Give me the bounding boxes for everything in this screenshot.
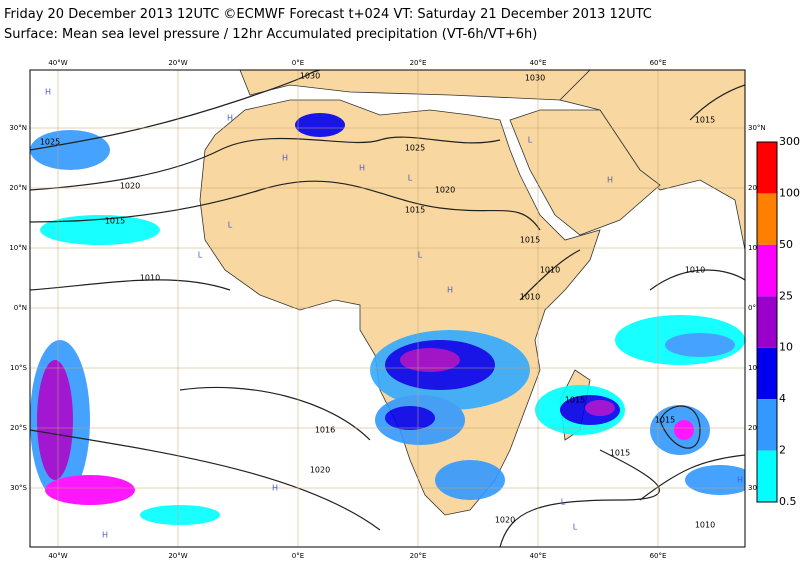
latitude-label-left: 10°N [9, 244, 27, 252]
longitude-label-top: 20°E [410, 59, 427, 67]
latitude-label-left: 30°S [10, 484, 27, 492]
isobar-label: 1016 [315, 426, 335, 435]
latitude-label-left: 20°N [9, 184, 27, 192]
isobar-label: 1010 [540, 266, 560, 275]
isobar-label: 1020 [495, 516, 515, 525]
pressure-centre: H [359, 164, 365, 173]
longitude-label-bottom: 40°W [48, 552, 67, 560]
isobar-label: 1015 [520, 236, 540, 245]
graticule [30, 70, 745, 547]
pressure-centre: L [561, 498, 566, 507]
isobar-label: 1030 [525, 74, 545, 83]
longitude-label-bottom: 20°E [410, 552, 427, 560]
isobar-label: 1015 [405, 206, 425, 215]
isobars [30, 70, 745, 547]
colorbar-label: 100 [779, 186, 800, 199]
pressure-centre: L [418, 251, 423, 260]
precipitation [30, 113, 745, 525]
colorbar-label: 25 [779, 289, 793, 302]
pressure-centre: L [228, 221, 233, 230]
longitude-label-top: 0°E [292, 59, 304, 67]
colorbar-frame [756, 141, 778, 503]
colorbar-segment [757, 399, 777, 451]
map-area: 1030 1030 1025 1020 1015 1010 1025 1020 1015 1015… [30, 70, 745, 547]
pressure-centre: H [227, 114, 233, 123]
map-frame [29, 69, 746, 548]
colorbar-label: 0.5 [779, 495, 797, 508]
latitude-label-right: 0°N [748, 304, 761, 312]
africa [199, 99, 601, 516]
colorbar-segment [757, 193, 777, 245]
longitude-label-top: 60°E [650, 59, 667, 67]
title-line-1: Friday 20 December 2013 12UTC ©ECMWF For… [4, 7, 652, 22]
isobar-label: 1015 [695, 116, 715, 125]
colorbar-label: 4 [779, 392, 786, 405]
isobar-labels: 1030 1030 1025 1020 1015 1010 1025 1020 1015 1015… [40, 72, 715, 530]
pressure-centre: L [528, 136, 533, 145]
latitude-label-right: 30°N [748, 124, 766, 132]
colorbar-segment [757, 450, 777, 502]
isobar-label: 1010 [140, 274, 160, 283]
arabia [509, 109, 661, 236]
pressure-centre: H [282, 154, 288, 163]
isobar-label: 1015 [655, 416, 675, 425]
longitude-label-bottom: 40°E [530, 552, 547, 560]
axes: 40°W 40°W 20°W 20°W 0°E 0°E 20°E 20°E 40°E 40°E 60… [9, 59, 765, 560]
pressure-centre: H [447, 286, 453, 295]
longitude-label-bottom: 0°E [292, 552, 304, 560]
longitude-label-bottom: 20°W [168, 552, 187, 560]
pressure-centre: H [102, 531, 108, 540]
isobar-label: 1020 [310, 466, 330, 475]
latitude-label-left: 30°N [9, 124, 27, 132]
pressure-centre: H [607, 176, 613, 185]
pressure-centre: L [198, 251, 203, 260]
isobar-label: 1010 [695, 521, 715, 530]
isobar-label: 1020 [120, 182, 140, 191]
colorbar-label: 2 [779, 444, 786, 457]
pressure-centres: H H H H H H L L L L L H H L L H [45, 88, 743, 540]
longitude-label-bottom: 60°E [650, 552, 667, 560]
colorbar: 300 100 50 25 10 4 2 0.5 [756, 135, 800, 508]
isobar-label: 1025 [405, 144, 425, 153]
isobar-label: 1030 [300, 72, 320, 81]
colorbar-segment [757, 296, 777, 348]
longitude-label-top: 20°W [168, 59, 187, 67]
colorbar-label: 300 [779, 135, 800, 148]
isobar-label: 1015 [610, 449, 630, 458]
isobar-label: 1010 [685, 266, 705, 275]
title-line-2: Surface: Mean sea level pressure / 12hr … [4, 27, 537, 42]
isobar-label: 1025 [40, 138, 60, 147]
isobar-label: 1015 [565, 396, 585, 405]
pressure-centre: L [408, 174, 413, 183]
longitude-label-top: 40°E [530, 59, 547, 67]
colorbar-segment [757, 142, 777, 194]
isobar-label: 1020 [435, 186, 455, 195]
isobar-label: 1010 [520, 293, 540, 302]
latitude-label-left: 0°N [14, 304, 27, 312]
latitude-label-left: 10°S [10, 364, 27, 372]
pressure-centre: L [573, 523, 578, 532]
isobar-label: 1015 [105, 217, 125, 226]
pressure-centre: H [737, 476, 743, 485]
asia [559, 70, 745, 251]
longitude-label-top: 40°W [48, 59, 67, 67]
colorbar-segment [757, 347, 777, 400]
colorbar-segment [757, 244, 777, 297]
latitude-label-left: 20°S [10, 424, 27, 432]
pressure-centre: H [272, 484, 278, 493]
pressure-centre: H [45, 88, 51, 97]
colorbar-label: 50 [779, 238, 793, 251]
colorbar-label: 10 [779, 341, 793, 354]
